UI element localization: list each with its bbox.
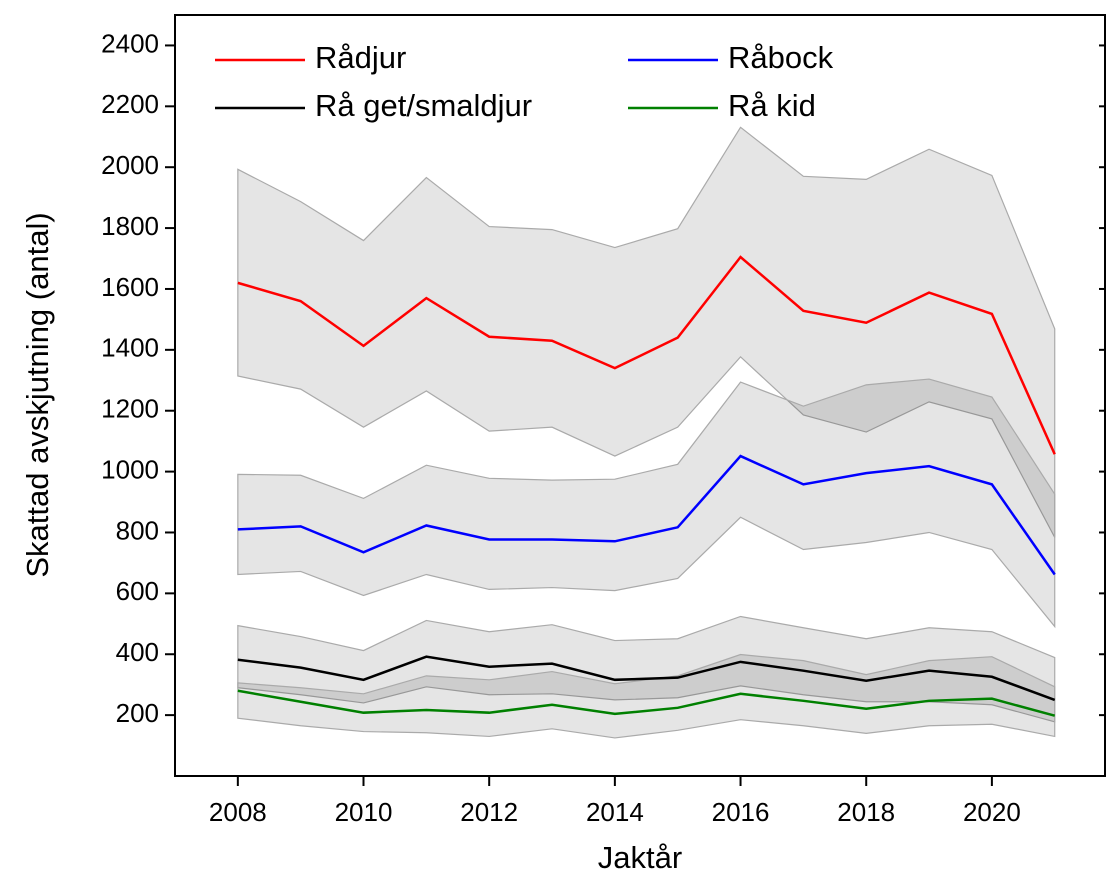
y-axis-label: Skattad avskjutning (antal) [20, 212, 55, 577]
x-tick-label: 2010 [335, 797, 393, 827]
y-tick-label: 1600 [101, 272, 159, 302]
y-tick-label: 200 [116, 698, 159, 728]
x-axis-label: Jaktår [598, 840, 682, 875]
y-tick-label: 1200 [101, 394, 159, 424]
x-tick-label: 2012 [460, 797, 518, 827]
x-tick-label: 2020 [963, 797, 1021, 827]
series-line [237, 655, 1056, 702]
y-tick-label: 2200 [101, 89, 159, 119]
confidence-band [237, 653, 1056, 739]
y-tick-label: 2000 [101, 150, 159, 180]
x-tick-label: 2014 [586, 797, 644, 827]
y-tick-label: 1800 [101, 211, 159, 241]
series-line [237, 689, 1056, 717]
series-line [237, 255, 1056, 455]
series-line [237, 454, 1056, 576]
x-tick-label: 2018 [837, 797, 895, 827]
legend-label: Rå kid [728, 88, 816, 123]
x-tick-label: 2008 [209, 797, 267, 827]
y-tick-label: 600 [116, 576, 159, 606]
y-tick-label: 1000 [101, 454, 159, 484]
confidence-band [237, 378, 1056, 629]
y-tick-label: 400 [116, 637, 159, 667]
legend-label: Råbock [728, 40, 834, 75]
y-tick-label: 800 [116, 515, 159, 545]
y-tick-label: 1400 [101, 333, 159, 363]
legend-label: Rå get/smaldjur [315, 88, 532, 123]
legend-label: Rådjur [315, 40, 406, 75]
plot-frame [174, 14, 1106, 777]
y-tick-label: 2400 [101, 28, 159, 58]
x-tick-label: 2016 [712, 797, 770, 827]
